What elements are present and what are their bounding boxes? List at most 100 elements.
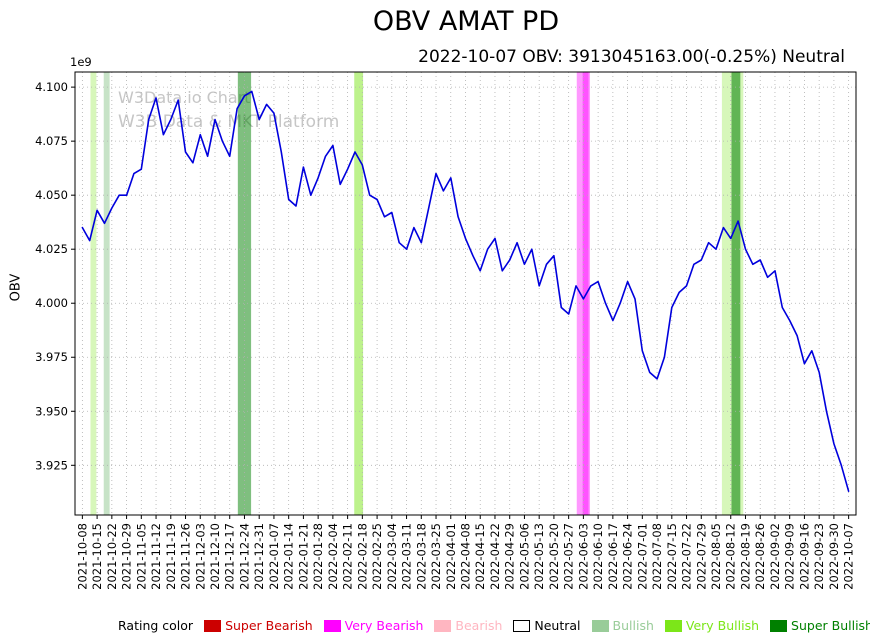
- x-tick-label: 2022-07-01: [635, 523, 649, 590]
- y-tick-label: 4.000: [35, 296, 68, 310]
- watermark-line2: W3B Data & MKT Platform: [118, 112, 340, 132]
- x-tick-label: 2021-10-15: [90, 523, 104, 590]
- y-tick-labels: 4.100 4.075 4.050 4.025 4.000 3.975 3.950 3.925: [35, 80, 68, 472]
- x-tick-label: 2022-02-25: [370, 523, 384, 590]
- legend-swatch: [513, 619, 531, 632]
- x-tick-label: 2022-09-02: [768, 523, 782, 590]
- rating-bands: [90, 72, 744, 515]
- tick-marks: [71, 86, 850, 519]
- x-tick-label: 2022-03-04: [385, 523, 399, 590]
- x-tick-label: 2021-12-17: [223, 523, 237, 590]
- x-tick-label: 2022-01-14: [282, 523, 296, 590]
- x-tick-label: 2022-07-22: [680, 523, 694, 590]
- x-tick-label: 2021-11-12: [149, 523, 163, 590]
- x-tick-label: 2022-01-21: [296, 523, 310, 590]
- rating-band: [354, 72, 364, 515]
- legend-item-neutral: Neutral: [513, 618, 581, 633]
- x-tick-label: 2021-11-19: [164, 523, 178, 590]
- x-tick-label: 2022-07-29: [694, 523, 708, 590]
- legend-swatch: [323, 619, 341, 632]
- x-tick-label: 2022-08-26: [753, 523, 767, 590]
- y-tick-label: 4.025: [35, 242, 68, 256]
- x-tick-label: 2022-05-20: [547, 523, 561, 590]
- x-tick-label: 2021-12-03: [193, 523, 207, 590]
- x-tick-label: 2022-04-08: [459, 523, 473, 590]
- x-tick-label: 2022-07-15: [665, 523, 679, 590]
- chart-title: OBV AMAT PD: [372, 6, 560, 37]
- x-tick-label: 2021-10-22: [105, 523, 119, 590]
- legend-title: Rating color: [118, 618, 194, 633]
- x-tick-label: 2021-12-24: [237, 523, 251, 590]
- x-tick-label: 2022-02-04: [326, 523, 340, 590]
- x-tick-label: 2022-05-27: [562, 523, 576, 590]
- x-tick-label: 2021-11-26: [179, 523, 193, 590]
- obv-line: [81, 90, 850, 493]
- legend-item-super-bearish: Super Bearish: [204, 618, 313, 633]
- x-tick-label: 2022-06-24: [621, 523, 635, 590]
- legend-label: Very Bullish: [685, 618, 760, 633]
- x-tick-label: 2022-08-05: [709, 523, 723, 590]
- x-tick-labels: 2021-10-08 2021-10-15 2021-10-22 2021-10-29…: [75, 523, 855, 590]
- x-tick-label: 2022-04-22: [488, 523, 502, 590]
- x-tick-label: 2021-12-31: [252, 523, 266, 590]
- legend-swatch: [204, 619, 222, 632]
- x-tick-label: 2022-06-17: [606, 523, 620, 590]
- rating-legend: Rating color Super Bearish Very Bearish Be…: [118, 618, 870, 633]
- x-tick-label: 2022-03-18: [414, 523, 428, 590]
- watermark-line1: W3Data.io Chart: [118, 88, 251, 107]
- legend-swatch: [664, 619, 682, 632]
- x-tick-label: 2022-06-10: [591, 523, 605, 590]
- x-tick-label: 2021-11-05: [134, 523, 148, 590]
- legend-swatch: [591, 619, 609, 632]
- rating-band: [731, 72, 741, 515]
- x-tick-label: 2021-10-08: [75, 523, 89, 590]
- x-tick-label: 2022-08-12: [724, 523, 738, 590]
- x-tick-label: 2022-04-01: [444, 523, 458, 590]
- rating-band: [103, 72, 110, 515]
- x-tick-label: 2022-09-16: [797, 523, 811, 590]
- x-tick-label: 2022-09-30: [827, 523, 841, 590]
- chart-subtitle: 2022-10-07 OBV: 3913045163.00(-0.25%) Ne…: [418, 47, 845, 67]
- x-tick-label: 2022-03-11: [400, 523, 414, 590]
- legend-swatch: [770, 619, 788, 632]
- x-tick-label: 2022-05-13: [532, 523, 546, 590]
- legend-item-bullish: Bullish: [591, 618, 654, 633]
- x-tick-label: 2022-05-06: [517, 523, 531, 590]
- rating-band: [576, 72, 591, 515]
- x-tick-label: 2022-09-09: [783, 523, 797, 590]
- y-tick-label: 3.975: [35, 350, 68, 364]
- legend-label: Super Bullish: [791, 618, 870, 633]
- legend-label: Neutral: [534, 618, 581, 633]
- y-tick-label: 4.050: [35, 188, 68, 202]
- legend-label: Bullish: [612, 618, 654, 633]
- x-tick-label: 2022-01-28: [311, 523, 325, 590]
- x-tick-label: 2022-04-15: [473, 523, 487, 590]
- legend-item-bearish: Bearish: [434, 618, 502, 633]
- legend-item-very-bearish: Very Bearish: [323, 618, 424, 633]
- x-tick-label: 2022-06-03: [576, 523, 590, 590]
- y-tick-label: 3.925: [35, 458, 68, 472]
- y-axis-offset-label: 1e9: [70, 55, 92, 69]
- legend-label: Bearish: [455, 618, 503, 633]
- legend-item-very-bullish: Very Bullish: [664, 618, 760, 633]
- x-tick-label: 2022-09-23: [812, 523, 826, 590]
- x-tick-label: 2022-01-07: [267, 523, 281, 590]
- legend-label: Very Bearish: [344, 618, 424, 633]
- x-tick-label: 2022-03-25: [429, 523, 443, 590]
- rating-band: [90, 72, 97, 515]
- legend-label: Super Bearish: [225, 618, 313, 633]
- x-tick-label: 2022-10-07: [842, 523, 856, 590]
- x-tick-label: 2022-02-18: [355, 523, 369, 590]
- y-tick-label: 4.075: [35, 134, 68, 148]
- legend-item-super-bullish: Super Bullish: [770, 618, 870, 633]
- x-tick-label: 2021-10-29: [120, 523, 134, 590]
- x-tick-label: 2022-07-08: [650, 523, 664, 590]
- x-tick-label: 2022-04-29: [503, 523, 517, 590]
- rating-band: [237, 72, 252, 515]
- y-tick-label: 4.100: [35, 80, 68, 94]
- x-tick-label: 2022-02-11: [341, 523, 355, 590]
- x-tick-label: 2021-12-10: [208, 523, 222, 590]
- x-tick-label: 2022-08-19: [738, 523, 752, 590]
- legend-swatch: [434, 619, 452, 632]
